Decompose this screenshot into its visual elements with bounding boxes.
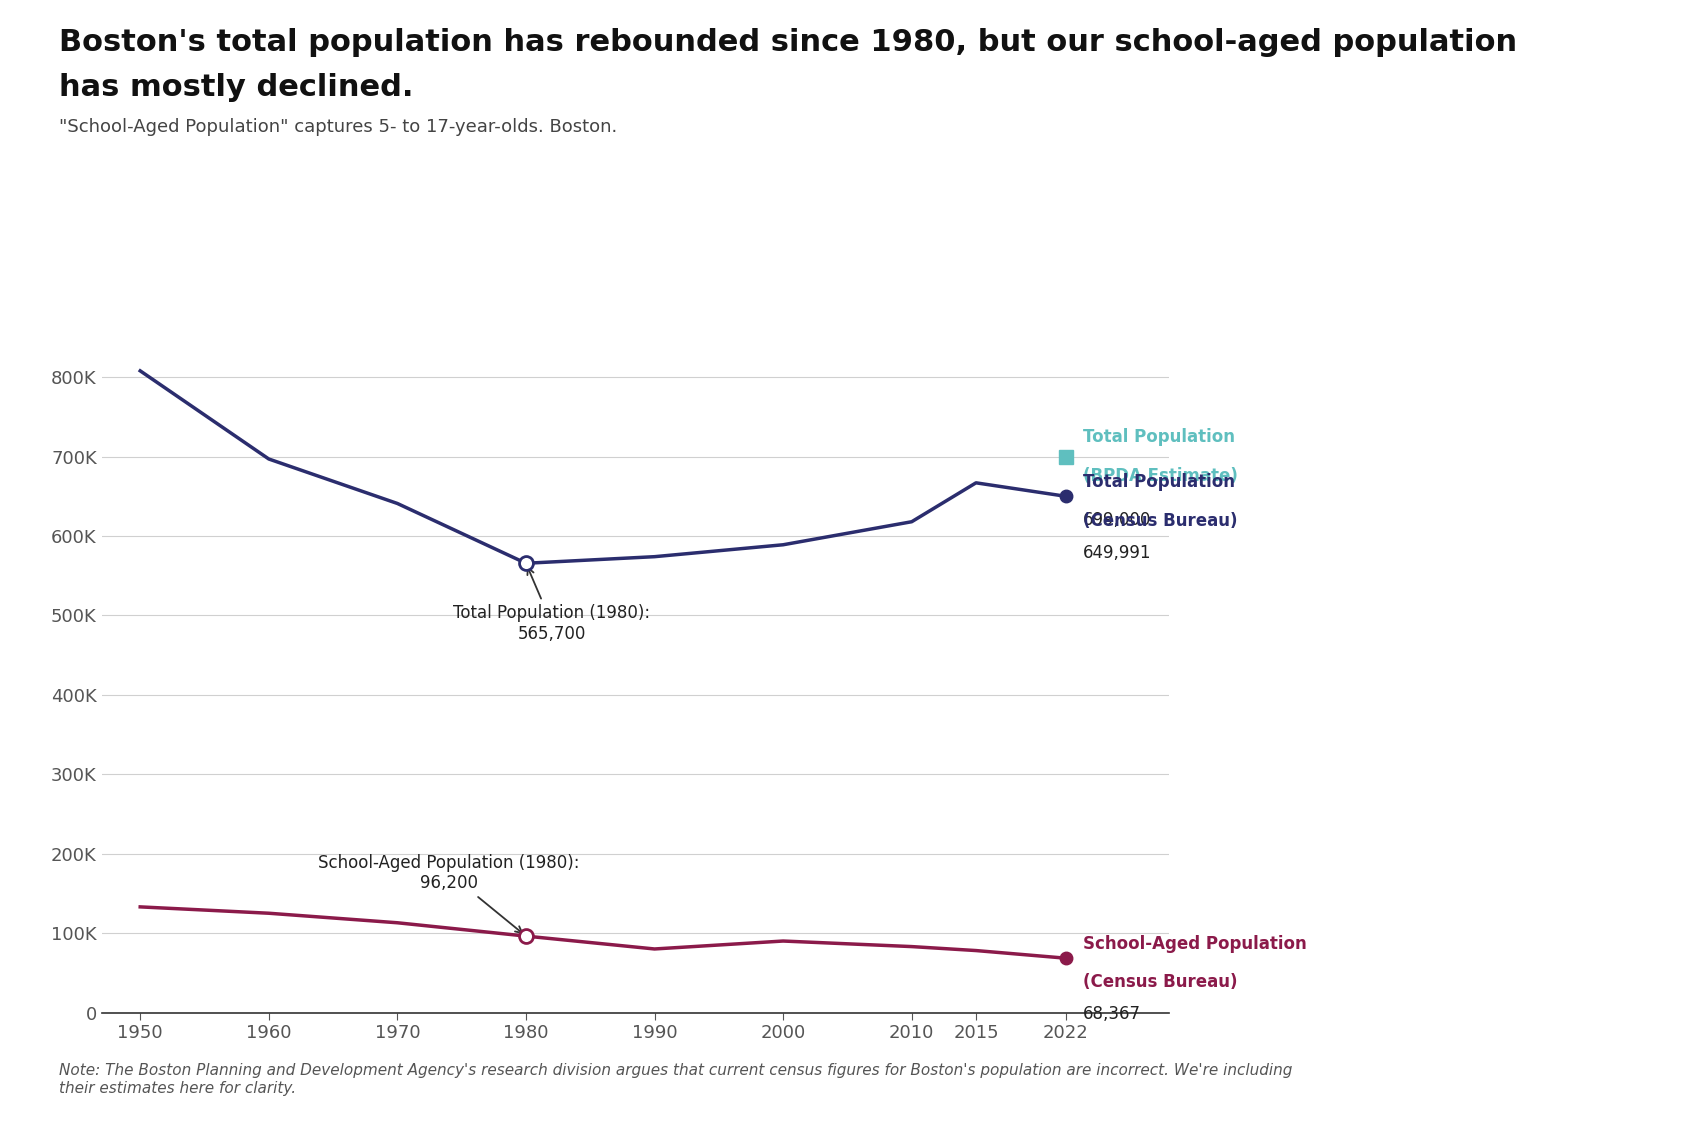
Text: Note: The Boston Planning and Development Agency's research division argues that: Note: The Boston Planning and Developmen… (59, 1063, 1293, 1096)
Text: Total Population: Total Population (1082, 472, 1235, 490)
Text: (Census Bureau): (Census Bureau) (1082, 953, 1237, 991)
Text: (Census Bureau): (Census Bureau) (1082, 490, 1237, 530)
Text: 68,367: 68,367 (1082, 1006, 1142, 1024)
Text: (BPDA Estimate): (BPDA Estimate) (1082, 447, 1238, 485)
Text: Total Population: Total Population (1082, 429, 1235, 447)
Text: Total Population (1980):
565,700: Total Population (1980): 565,700 (452, 568, 650, 642)
Text: School-Aged Population (1980):
96,200: School-Aged Population (1980): 96,200 (318, 854, 579, 933)
Text: 649,991: 649,991 (1082, 543, 1152, 561)
Text: School-Aged Population: School-Aged Population (1082, 935, 1306, 953)
Text: Boston's total population has rebounded since 1980, but our school-aged populati: Boston's total population has rebounded … (59, 28, 1518, 57)
Text: 699,000: 699,000 (1082, 512, 1152, 530)
Text: has mostly declined.: has mostly declined. (59, 73, 413, 102)
Text: "School-Aged Population" captures 5- to 17-year-olds. Boston.: "School-Aged Population" captures 5- to … (59, 118, 618, 136)
